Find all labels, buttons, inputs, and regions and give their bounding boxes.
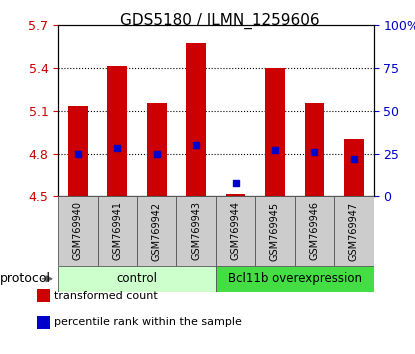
Bar [216,196,255,266]
Bar [344,139,364,196]
Text: GSM769942: GSM769942 [151,201,162,261]
Text: Bcl11b overexpression: Bcl11b overexpression [228,272,361,285]
Text: GSM769941: GSM769941 [112,201,122,261]
Bar [255,196,295,266]
Bar [137,196,176,266]
Bar [147,103,166,196]
Text: GSM769944: GSM769944 [230,201,241,261]
Bar [216,266,374,292]
Bar [58,266,216,292]
Bar [98,196,137,266]
Bar [68,106,88,196]
Bar [295,196,334,266]
Bar [176,196,216,266]
Text: GSM769945: GSM769945 [270,201,280,261]
Text: GSM769943: GSM769943 [191,201,201,261]
Bar [265,68,285,196]
Text: transformed count: transformed count [54,291,158,301]
Text: control: control [117,272,157,285]
Text: protocol: protocol [0,272,51,285]
Text: GSM769940: GSM769940 [73,201,83,261]
Bar [334,196,374,266]
Bar [226,194,245,196]
Bar [305,103,324,196]
Text: percentile rank within the sample: percentile rank within the sample [54,317,242,327]
Bar [58,196,98,266]
Text: GDS5180 / ILMN_1259606: GDS5180 / ILMN_1259606 [120,12,320,29]
Bar [107,66,127,196]
Bar [186,44,206,196]
Text: GSM769946: GSM769946 [309,201,320,261]
Text: GSM769947: GSM769947 [349,201,359,261]
